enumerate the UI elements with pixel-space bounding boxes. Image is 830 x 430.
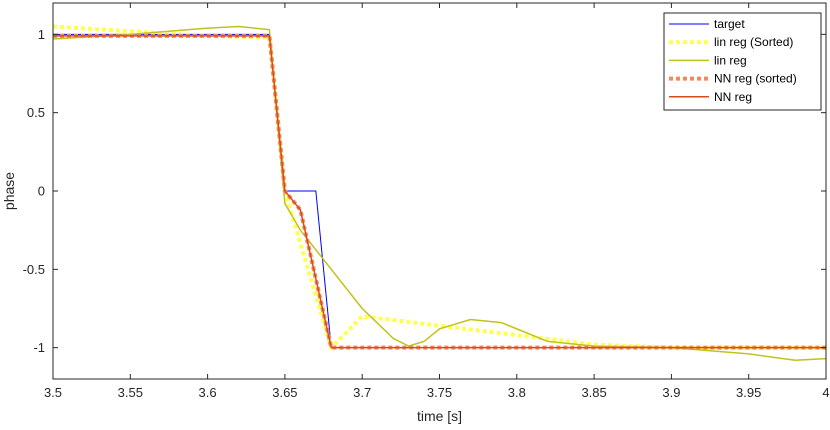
y-axis-label: phase bbox=[1, 172, 17, 210]
y-tick-label: -1 bbox=[33, 340, 45, 355]
legend-label: lin reg bbox=[714, 53, 747, 67]
x-tick-label: 3.7 bbox=[353, 385, 371, 400]
legend-label: NN reg bbox=[714, 90, 752, 104]
x-tick-label: 3.75 bbox=[427, 385, 452, 400]
x-tick-label: 3.95 bbox=[736, 385, 761, 400]
legend-label: lin reg (Sorted) bbox=[714, 35, 793, 49]
y-tick-label: 1 bbox=[38, 27, 45, 42]
legend-label: NN reg (sorted) bbox=[714, 72, 797, 86]
x-tick-label: 4 bbox=[822, 385, 829, 400]
x-axis-label: time [s] bbox=[417, 408, 462, 424]
x-tick-label: 3.8 bbox=[508, 385, 526, 400]
x-tick-label: 3.65 bbox=[272, 385, 297, 400]
y-tick-label: 0 bbox=[38, 184, 45, 199]
y-tick-label: -0.5 bbox=[23, 262, 45, 277]
legend-box bbox=[663, 12, 822, 111]
x-tick-label: 3.6 bbox=[199, 385, 217, 400]
x-tick-label: 3.55 bbox=[118, 385, 143, 400]
series-layer bbox=[52, 24, 827, 361]
series-line-nn-reg bbox=[53, 35, 826, 349]
y-tick-label: 0.5 bbox=[27, 105, 45, 120]
x-tick-label: 3.5 bbox=[44, 385, 62, 400]
axes-layer: 3.5 3.55 3.6 3.65 3.7 3.75 3.8 3.85 3.9 3.95 4 1 0.5… bbox=[23, 2, 830, 400]
legend-label: target bbox=[714, 17, 745, 31]
x-tick-label: 3.9 bbox=[662, 385, 680, 400]
x-tick-label: 3.85 bbox=[581, 385, 606, 400]
legend: target lin reg (Sorted) lin reg NN reg (sor… bbox=[663, 12, 822, 111]
